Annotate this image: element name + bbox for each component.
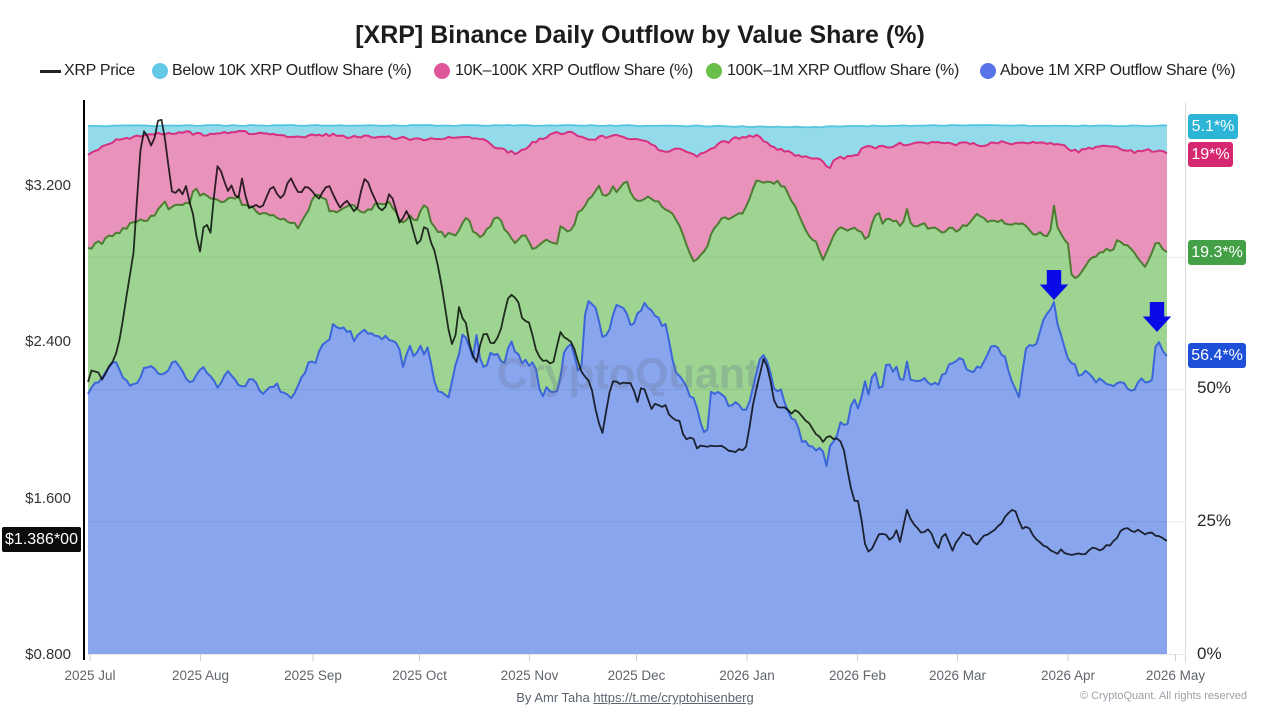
svg-text:CryptoQuant: CryptoQuant bbox=[497, 350, 760, 398]
